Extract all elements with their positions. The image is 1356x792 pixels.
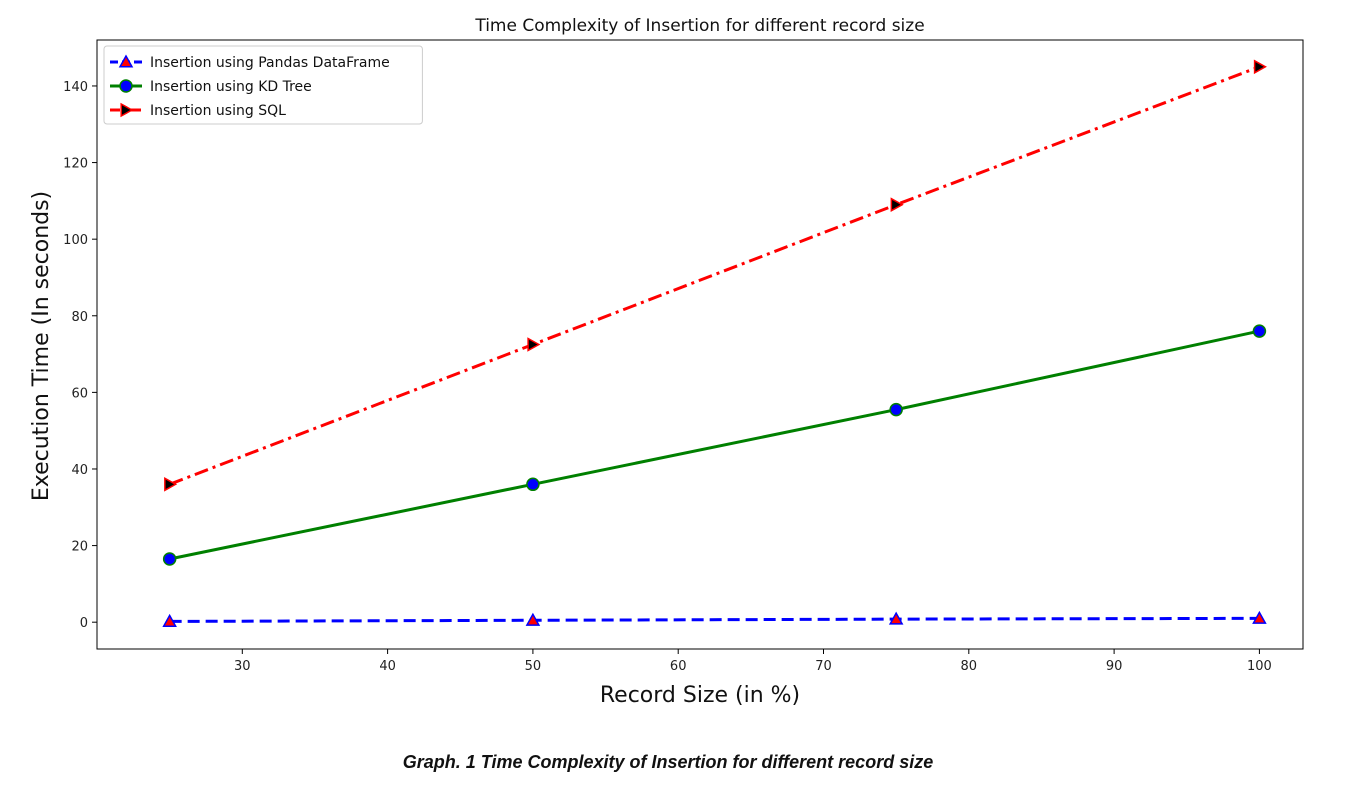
data-point	[527, 337, 541, 352]
plot-area	[96, 39, 1304, 650]
data-point	[162, 613, 177, 627]
x-tick-label: 80	[961, 659, 978, 674]
y-tick-label: 0	[80, 616, 88, 631]
data-point	[890, 197, 904, 212]
x-tick-label: 30	[234, 659, 251, 674]
series-line	[169, 329, 1260, 561]
x-axis: 30 40 50 60 70 80 90 100	[234, 649, 1272, 674]
legend-entry: Insertion using KD Tree	[150, 79, 312, 95]
figure-caption: Graph. 1 Time Complexity of Insertion fo…	[402, 752, 934, 772]
legend-entry: Insertion using SQL	[150, 103, 286, 119]
y-tick-label: 40	[71, 463, 88, 478]
y-tick-label: 120	[63, 157, 88, 172]
series-layer	[162, 59, 1267, 627]
y-tick-label: 20	[71, 540, 88, 555]
data-point	[888, 611, 904, 625]
x-tick-label: 70	[815, 659, 832, 674]
legend: Insertion using Pandas DataFrame Insertio…	[103, 45, 423, 125]
legend-marker	[119, 79, 133, 93]
data-point	[526, 477, 540, 492]
data-point	[1252, 324, 1267, 338]
data-point	[525, 612, 541, 626]
y-tick-label: 80	[71, 310, 88, 325]
data-point	[1253, 59, 1267, 75]
series-line	[169, 65, 1260, 486]
x-tick-label: 100	[1247, 659, 1272, 674]
series-line	[169, 616, 1260, 623]
series-2	[164, 59, 1267, 492]
series-1	[162, 324, 1267, 566]
data-point	[162, 552, 177, 566]
y-tick-label: 140	[63, 80, 88, 95]
data-point	[1252, 610, 1267, 624]
data-point	[164, 477, 178, 492]
legend-marker	[120, 102, 134, 118]
x-axis-label: Record Size (in %)	[600, 683, 800, 708]
y-axis: 0 20 40 60 80 100 120 140	[63, 80, 97, 631]
y-tick-label: 100	[63, 233, 88, 248]
legend-box	[103, 45, 423, 125]
data-point	[889, 402, 903, 417]
legend-marker	[118, 54, 134, 68]
legend-entry: Insertion using Pandas DataFrame	[150, 55, 390, 71]
x-tick-label: 50	[525, 659, 542, 674]
x-tick-label: 40	[379, 659, 396, 674]
x-tick-label: 90	[1106, 659, 1123, 674]
y-tick-label: 60	[71, 386, 88, 401]
chart-title: Time Complexity of Insertion for differe…	[474, 16, 924, 36]
series-0	[162, 610, 1267, 627]
y-axis-label: Execution Time (In seconds)	[29, 191, 54, 501]
x-tick-label: 60	[670, 659, 687, 674]
